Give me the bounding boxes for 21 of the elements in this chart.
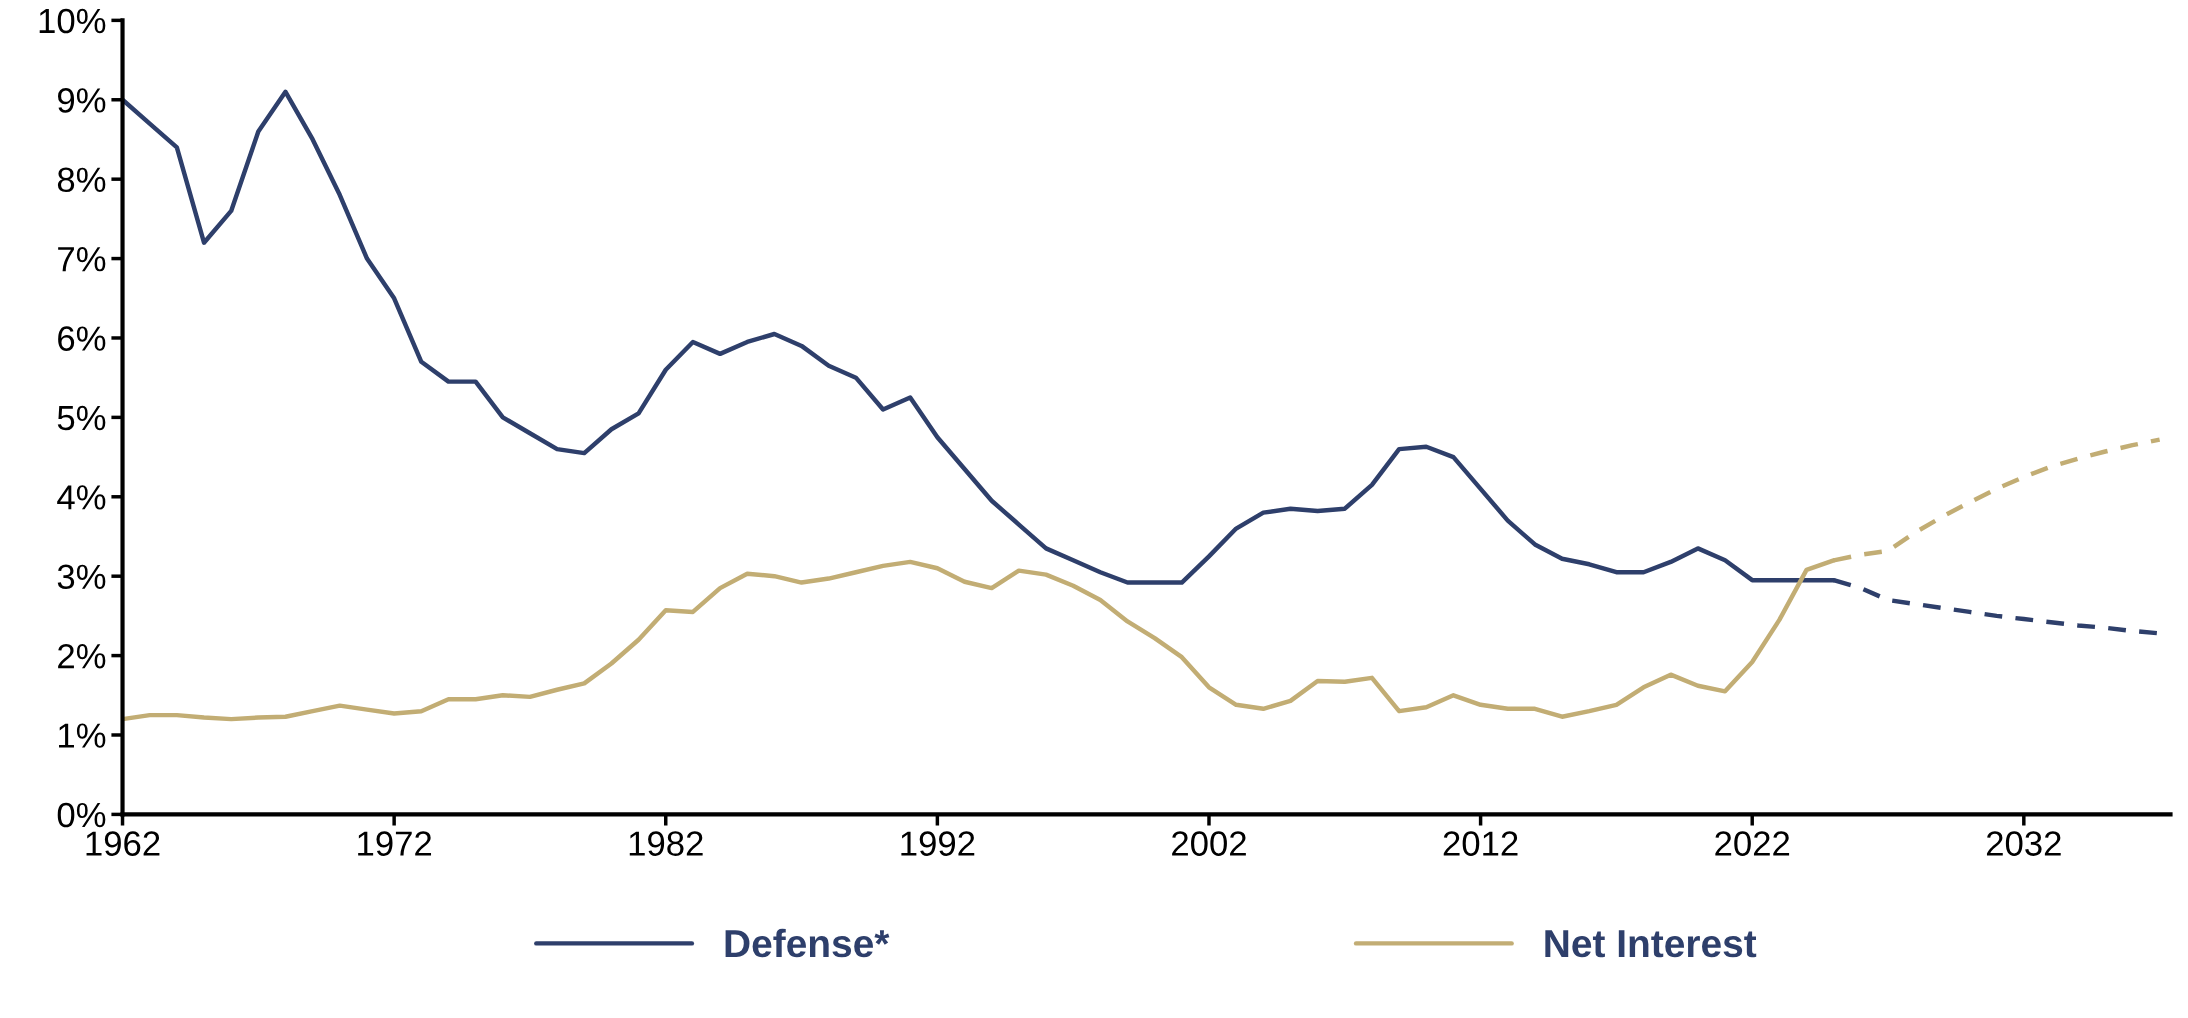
- y-tick-label: 1%: [59, 723, 106, 748]
- x-tick-label: 1982: [629, 831, 703, 856]
- y-tick-label: 5%: [57, 405, 106, 431]
- y-tick-label: 2%: [58, 643, 106, 669]
- x-tick-label: 2022: [1715, 831, 1790, 856]
- x-tick-label: 2012: [1443, 831, 1518, 856]
- legend-label: Defense*: [725, 928, 890, 958]
- x-tick-label: 1972: [358, 831, 432, 856]
- y-tick-label: 10%: [39, 8, 106, 34]
- y-tick-label: 4%: [57, 485, 106, 510]
- y-tick-label: 3%: [57, 564, 106, 590]
- x-tick-label: 1992: [901, 831, 975, 856]
- y-tick-label: 8%: [57, 167, 106, 193]
- y-tick-label: 9%: [58, 88, 106, 113]
- x-tick-label: 2002: [1172, 831, 1246, 856]
- legend-label: Net Interest: [1545, 930, 1757, 958]
- y-tick-label: 6%: [58, 326, 106, 351]
- y-tick-label: 7%: [58, 247, 106, 272]
- y-tick-label: 0%: [57, 802, 106, 828]
- x-tick-label: 1962: [86, 831, 160, 856]
- x-tick-label: 2032: [1986, 831, 2061, 856]
